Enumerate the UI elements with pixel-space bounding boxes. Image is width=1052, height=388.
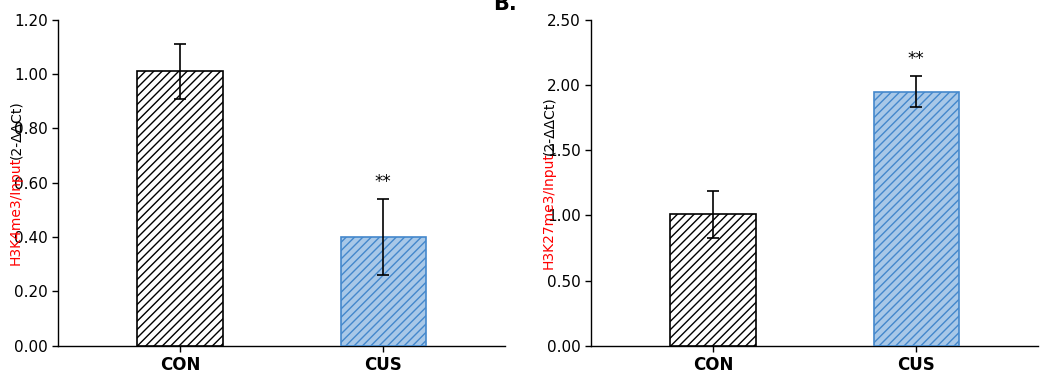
Text: **: ** — [908, 50, 925, 68]
Bar — [341, 237, 426, 346]
Text: H3K27me3/Input: H3K27me3/Input — [542, 152, 557, 270]
Text: (2-ΔΔCt): (2-ΔΔCt) — [9, 100, 23, 159]
Text: (2-ΔΔCt): (2-ΔΔCt) — [542, 96, 557, 155]
Text: **: ** — [375, 173, 391, 191]
Bar — [873, 92, 958, 346]
Text: B.: B. — [492, 0, 517, 14]
Bar — [138, 71, 223, 346]
Text: H3K4me3/Input: H3K4me3/Input — [9, 157, 23, 265]
Bar — [670, 214, 755, 346]
